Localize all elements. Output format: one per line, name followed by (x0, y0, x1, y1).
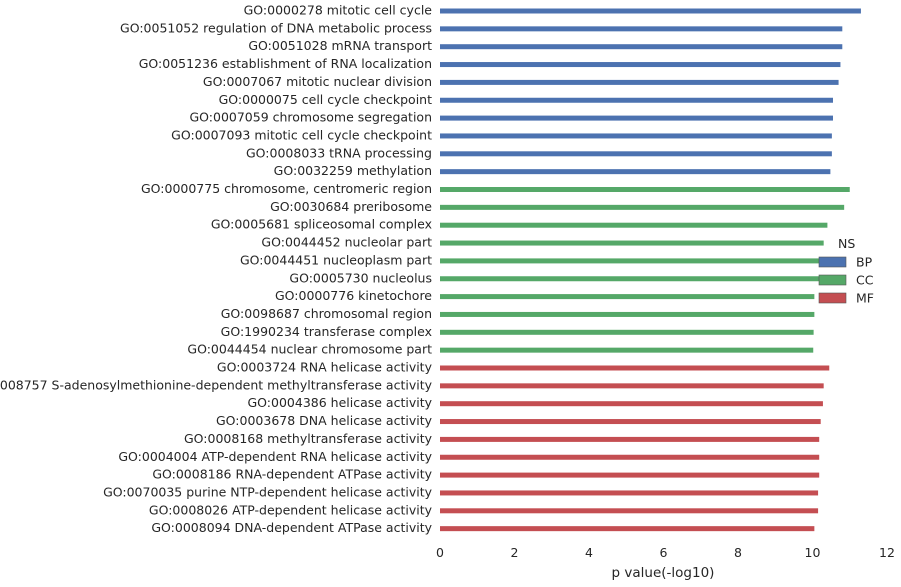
category-label: GO:0004004 ATP-dependent RNA helicase ac… (118, 449, 432, 464)
bar-mf-28 (440, 490, 819, 496)
category-label: GO:0008033 tRNA processing (246, 145, 432, 160)
bar-cc-17 (440, 294, 815, 300)
x-tick-label: 0 (436, 545, 444, 560)
bar-bp-6 (440, 97, 833, 103)
category-label: GO:0005681 spliceosomal complex (211, 217, 432, 232)
category-label: GO:0003724 RNA helicase activity (217, 360, 433, 375)
category-label: GO:0098687 chromosomal region (221, 306, 432, 321)
legend-label-cc: CC (856, 273, 874, 288)
bars-layer (440, 8, 861, 532)
category-label: GO:0004386 helicase activity (247, 395, 432, 410)
bar-bp-2 (440, 26, 843, 32)
bar-mf-21 (440, 365, 830, 371)
category-label: GO:0000278 mitotic cell cycle (244, 3, 433, 18)
bar-mf-23 (440, 401, 823, 407)
bar-cc-20 (440, 347, 814, 353)
bar-bp-9 (440, 151, 832, 157)
category-label: GO:0044452 nucleolar part (261, 235, 432, 250)
category-label: GO:0008168 methyltransferase activity (184, 431, 433, 446)
category-label: GO:0007093 mitotic cell cycle checkpoint (171, 127, 432, 142)
category-label: GO:0030684 preribosome (270, 199, 432, 214)
category-label: GO:0008094 DNA-dependent ATPase activity (151, 520, 432, 535)
legend-label-bp: BP (856, 255, 873, 270)
bar-cc-13 (440, 222, 828, 228)
x-tick-label: 2 (511, 545, 519, 560)
bar-bp-7 (440, 115, 833, 121)
bar-bp-3 (440, 44, 843, 50)
bar-cc-15 (440, 258, 824, 264)
bar-mf-22 (440, 383, 824, 389)
bar-mf-26 (440, 454, 820, 460)
bar-cc-18 (440, 311, 815, 317)
category-label: GO:0000775 chromosome, centromeric regio… (141, 181, 432, 196)
category-label: GO:0070035 purine NTP-dependent helicase… (103, 484, 433, 499)
bar-cc-11 (440, 187, 850, 192)
category-label: GO:0007067 mitotic nuclear division (203, 74, 432, 89)
category-label: GO:0044454 nuclear chromosome part (187, 342, 432, 357)
category-label: GO:0005730 nucleolus (289, 270, 432, 285)
category-label: GO:1990234 transferase complex (221, 324, 432, 339)
category-label: GO:0000075 cell cycle checkpoint (219, 92, 432, 107)
legend-swatch-bp (818, 256, 847, 268)
bar-mf-24 (440, 419, 821, 425)
category-label: GO:0051052 regulation of DNA metabolic p… (120, 20, 432, 35)
category-label: GO:0003678 DNA helicase activity (216, 413, 433, 428)
legend-entries: BP CC MF (818, 255, 874, 306)
x-axis-ticks: 0 2 4 6 8 10 12 (436, 545, 895, 560)
category-label: GO:0000776 kinetochore (275, 288, 432, 303)
category-label: GO:0007059 chromosome segregation (189, 110, 432, 125)
category-label: GO:0051236 establishment of RNA localiza… (139, 56, 432, 71)
x-tick-label: 6 (660, 545, 668, 560)
legend-title: NS (838, 236, 855, 251)
bar-bp-5 (440, 79, 839, 85)
x-tick-label: 12 (879, 545, 895, 560)
bar-bp-10 (440, 169, 831, 175)
bar-mf-30 (440, 526, 815, 532)
x-tick-label: 8 (734, 545, 742, 560)
category-label: GO:0008026 ATP-dependent helicase activi… (149, 502, 433, 517)
bar-cc-14 (440, 240, 824, 246)
bar-mf-29 (440, 508, 819, 514)
category-label: GO:0051028 mRNA transport (248, 38, 432, 53)
bar-bp-1 (440, 8, 861, 14)
bar-mf-25 (440, 436, 820, 442)
legend: NS BP CC MF (818, 236, 874, 306)
x-axis-label: p value(-log10) (612, 565, 715, 581)
bar-cc-16 (440, 276, 820, 282)
x-tick-label: 4 (585, 545, 593, 560)
legend-swatch-cc (818, 274, 847, 286)
bar-cc-12 (440, 204, 845, 210)
category-label: GO:0044451 nucleoplasm part (240, 252, 432, 267)
legend-swatch-mf (818, 292, 847, 304)
x-tick-label: 10 (805, 545, 821, 560)
bar-bp-4 (440, 62, 841, 68)
category-label: GO:0032259 methylation (274, 163, 432, 178)
legend-label-mf: MF (856, 291, 874, 306)
category-labels: GO:0000278 mitotic cell cycle GO:0051052 … (0, 3, 433, 536)
bar-cc-19 (440, 329, 814, 335)
category-label: GO:0008186 RNA-dependent ATPase activity (152, 467, 432, 482)
category-label: GO:0008757 S-adenosylmethionine-dependen… (0, 377, 433, 392)
bar-bp-8 (440, 133, 832, 139)
bar-mf-27 (440, 472, 820, 478)
